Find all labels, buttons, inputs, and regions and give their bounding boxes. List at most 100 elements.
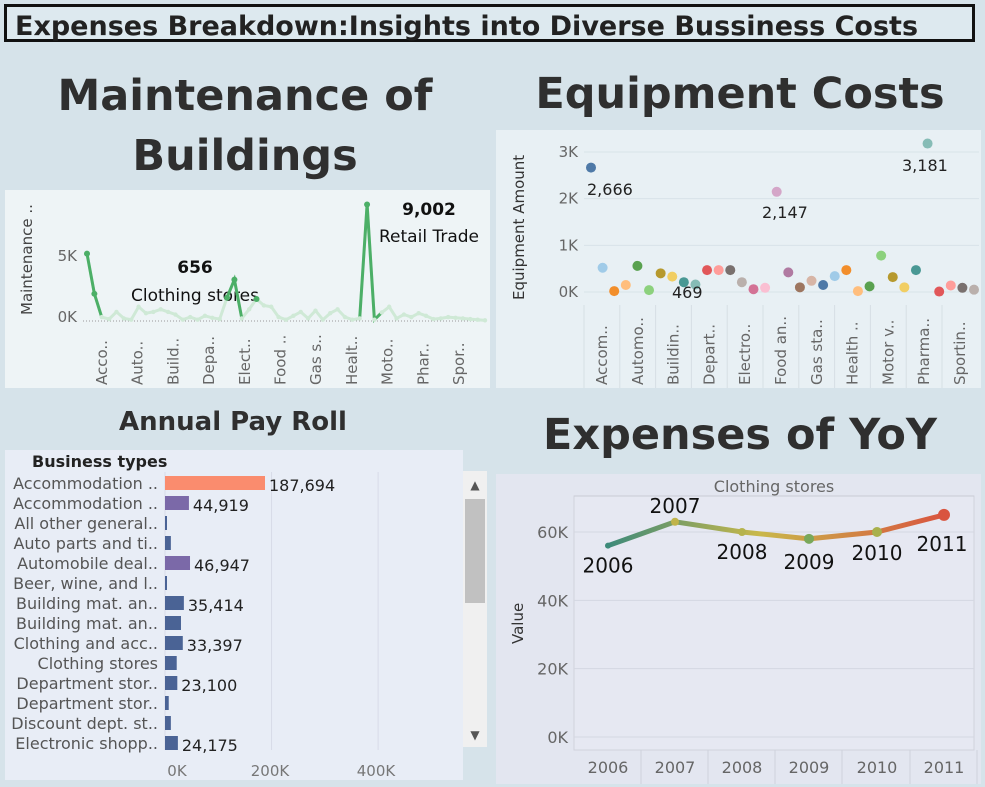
equipment-point — [736, 277, 747, 288]
yoy-panel-title: Clothing stores — [714, 477, 834, 496]
equipment-xtick: Accom.. — [593, 325, 611, 385]
yoy-xtick: 2008 — [722, 758, 763, 777]
equipment-point — [713, 265, 724, 276]
maintenance-heading-line1: Maintenance of — [57, 71, 433, 121]
maintenance-point — [210, 315, 215, 320]
yoy-point — [671, 517, 679, 526]
equipment-xtick: Health .. — [844, 321, 862, 385]
maintenance-point — [246, 307, 252, 312]
equipment-point — [702, 265, 713, 276]
payroll-bar-value: 187,694 — [269, 476, 335, 495]
equipment-point — [969, 284, 979, 295]
maintenance-point — [224, 294, 231, 301]
payroll-bar-value: 24,175 — [182, 736, 238, 755]
maintenance-point — [202, 313, 208, 319]
maintenance-point — [143, 311, 149, 316]
maintenance-point — [298, 309, 303, 315]
payroll-category-label: Department stor.. — [16, 674, 158, 693]
equipment-point — [586, 162, 596, 173]
maintenance-point — [482, 318, 488, 323]
equipment-point — [771, 186, 782, 197]
maintenance-point — [409, 314, 414, 320]
equipment-point — [957, 282, 968, 293]
maintenance-point — [320, 317, 326, 322]
equipment-point — [934, 286, 945, 297]
maintenance-point — [386, 304, 392, 309]
maintenance-point — [106, 316, 112, 322]
payroll-bar — [165, 696, 169, 710]
yoy-point — [605, 542, 611, 549]
equipment-point — [841, 265, 852, 276]
maintenance-point — [313, 308, 318, 313]
maintenance-point — [468, 316, 473, 322]
maintenance-point — [438, 316, 443, 321]
payroll-category-label: Auto parts and ti.. — [13, 534, 158, 553]
maintenance-point — [394, 316, 399, 321]
equipment-label-469: 469 — [672, 283, 703, 302]
payroll-bar — [165, 536, 171, 550]
equipment-ylabel: Equipment Amount — [510, 155, 528, 300]
payroll-bar — [165, 496, 189, 510]
maintenance-point — [475, 317, 480, 322]
equipment-point — [760, 282, 771, 293]
equipment-xtick: Pharma.. — [915, 318, 933, 385]
equipment-ytick: 3K — [559, 143, 580, 161]
maintenance-point — [423, 313, 429, 319]
equipment-point — [794, 282, 805, 293]
equipment-point — [864, 281, 875, 292]
maintenance-point — [364, 201, 371, 208]
maintenance-ytick-0k: 0K — [58, 308, 79, 326]
maintenance-point — [187, 314, 193, 320]
payroll-bar — [165, 616, 181, 630]
maintenance-point — [372, 317, 377, 322]
equipment-point — [632, 260, 643, 271]
payroll-category-label: Beer, wine, and l.. — [13, 574, 158, 593]
equipment-point — [887, 272, 898, 283]
payroll-column-header: Business types — [32, 452, 167, 471]
maintenance-point — [165, 309, 171, 315]
maintenance-point — [231, 276, 238, 283]
scroll-thumb[interactable] — [465, 499, 485, 603]
yoy-xtick: 2007 — [655, 758, 696, 777]
equipment-label-2666: 2,666 — [587, 180, 633, 199]
scroll-down-icon[interactable]: ▼ — [470, 728, 480, 742]
yoy-xtick: 2009 — [789, 758, 830, 777]
maintenance-xtick: Build.. — [164, 338, 182, 385]
yoy-data-label: 2009 — [784, 550, 835, 574]
maintenance-point — [453, 315, 458, 320]
payroll-scrollbar[interactable]: ▲ ▼ — [463, 471, 487, 747]
equipment-point — [899, 282, 910, 293]
equipment-point — [829, 271, 840, 282]
maintenance-ytick-5k: 5K — [58, 247, 79, 265]
yoy-data-label: 2010 — [852, 541, 903, 565]
maintenance-point — [173, 312, 178, 317]
yoy-series-line — [605, 512, 947, 549]
yoy-ytick: 0K — [547, 728, 568, 747]
scroll-up-icon[interactable]: ▲ — [470, 478, 480, 492]
maintenance-point — [84, 250, 90, 257]
equipment-xtick: Automo.. — [629, 317, 647, 385]
payroll-category-label: Department stor.. — [16, 694, 158, 713]
maintenance-point — [416, 311, 421, 316]
maintenance-point — [253, 295, 260, 302]
maintenance-point — [328, 311, 333, 316]
yoy-point — [872, 527, 882, 537]
maintenance-xtick: Gas s.. — [307, 334, 325, 385]
payroll-xtick-0k: 0K — [167, 762, 188, 780]
payroll-category-label: Accommodation .. — [13, 494, 158, 513]
maintenance-point — [445, 314, 451, 320]
payroll-heading: Annual Pay Roll — [119, 407, 347, 437]
payroll-bar — [165, 596, 184, 610]
yoy-chart-svg: Clothing stores Value 60K 40K 20K 0K 2006 20… — [496, 474, 981, 784]
payroll-bar-value: 46,947 — [194, 556, 250, 575]
payroll-category-label: Building mat. an.. — [16, 594, 158, 613]
equipment-xtick: Food an.. — [772, 316, 790, 385]
yoy-xtick: 2006 — [588, 758, 629, 777]
payroll-bar-value: 33,397 — [187, 636, 243, 655]
yoy-xtick: 2011 — [924, 758, 965, 777]
equipment-point — [609, 286, 620, 297]
yoy-data-label: 2011 — [917, 532, 968, 556]
yoy-heading: Expenses of YoY — [542, 410, 938, 460]
payroll-bar — [165, 516, 167, 530]
yoy-point — [804, 533, 814, 544]
